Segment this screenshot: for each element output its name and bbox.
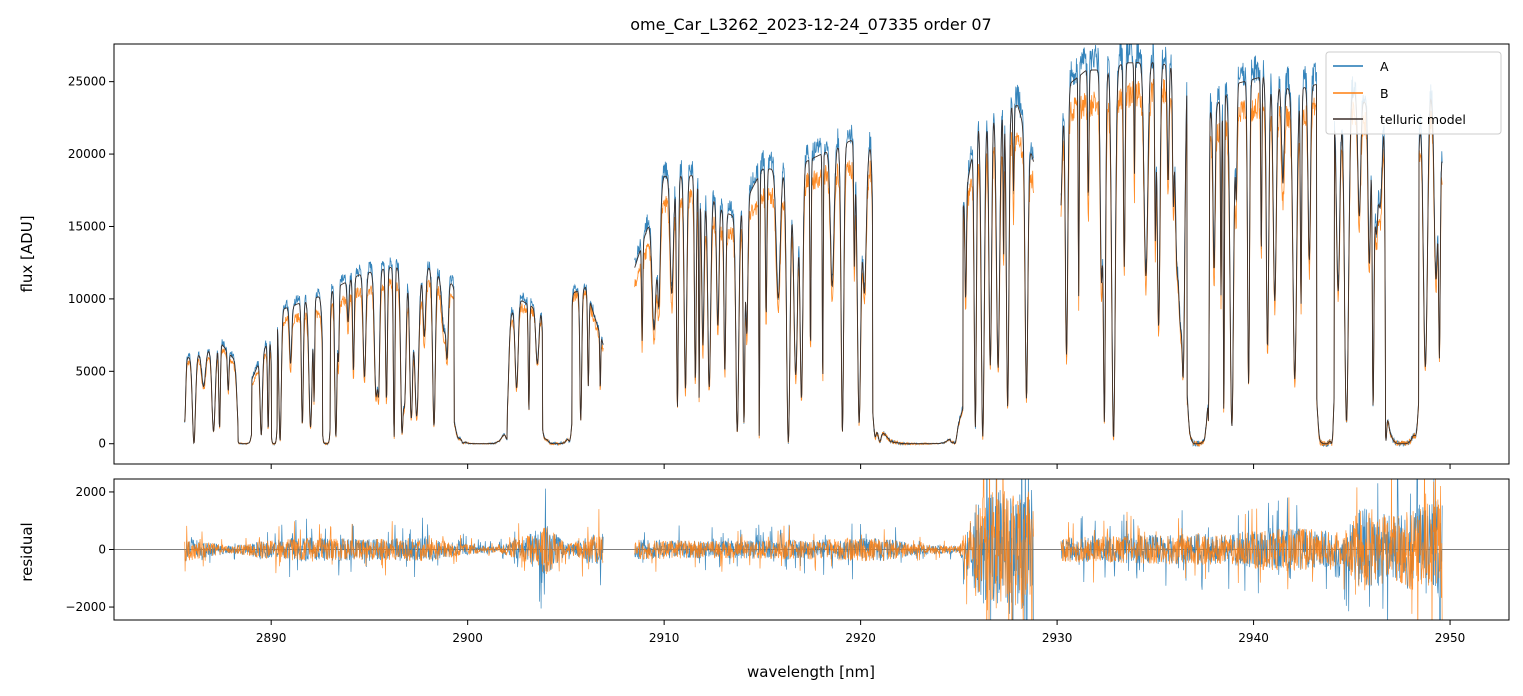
x-tick-label: 2890 (256, 631, 287, 645)
flux-y-tick-label: 5000 (75, 364, 106, 378)
flux-plot-area (184, 44, 1443, 447)
residual-y-axis: −2000 0 2000 (65, 485, 114, 614)
flux-y-axis: 0 5000 10000 15000 20000 25000 (68, 75, 114, 451)
residual-B-line (184, 479, 1443, 620)
flux-y-tick-label: 25000 (68, 75, 106, 89)
x-tick-label: 2900 (452, 631, 483, 645)
legend-label-B: B (1380, 86, 1389, 101)
residual-y-tick-label: 0 (98, 543, 106, 557)
flux-y-tick-label: 20000 (68, 147, 106, 161)
legend-box (1325, 51, 1502, 135)
flux-axes-frame (113, 43, 1510, 465)
residual-axes-frame (113, 478, 1510, 621)
flux-panel: 0 5000 10000 15000 20000 25000 flux [ADU] A B… (18, 43, 1510, 469)
flux-y-tick-label: 10000 (68, 292, 106, 306)
residual-plot-area (114, 479, 1509, 620)
x-tick-label: 2950 (1435, 631, 1466, 645)
legend: A B telluric model (1325, 51, 1502, 135)
residual-y-tick-label: 2000 (75, 485, 106, 499)
telluric-model-line (184, 62, 1443, 445)
x-tick-label: 2920 (845, 631, 876, 645)
x-tick-label: 2930 (1042, 631, 1073, 645)
legend-label-telluric-model: telluric model (1380, 112, 1466, 127)
x-tick-label: 2940 (1238, 631, 1269, 645)
residual-y-label: residual (18, 522, 36, 581)
x-tick-label: 2910 (649, 631, 680, 645)
x-axis-label: wavelength [nm] (747, 663, 875, 681)
flux-y-label: flux [ADU] (18, 215, 36, 292)
chart-title: ome_Car_L3262_2023-12-24_07335 order 07 (630, 15, 991, 35)
residual-x-axis: 2890 2900 2910 2920 2930 2940 2950 (256, 620, 1465, 645)
flux-y-tick-label: 0 (98, 437, 106, 451)
flux-y-tick-label: 15000 (68, 219, 106, 233)
flux-x-ticks (270, 464, 1451, 469)
legend-label-A: A (1380, 59, 1389, 74)
residual-y-tick-label: −2000 (65, 600, 106, 614)
